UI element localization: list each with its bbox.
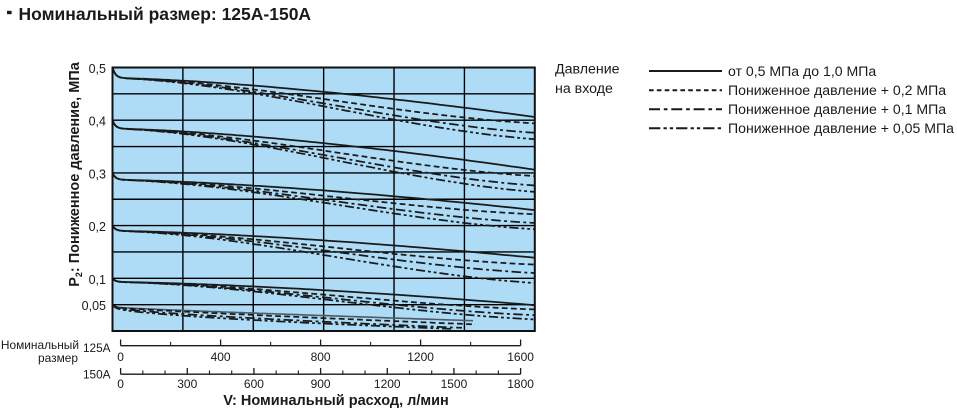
svg-text:P2: Пониженное давление, МПа: P2: Пониженное давление, МПа	[67, 61, 84, 286]
svg-text:1500: 1500	[441, 377, 468, 391]
svg-text:V: Номинальный расход, л/мин: V: Номинальный расход, л/мин	[223, 393, 449, 409]
svg-text:300: 300	[177, 377, 197, 391]
svg-text:1600: 1600	[507, 350, 534, 364]
svg-text:Пониженное давление + 0,1 МПа: Пониженное давление + 0,1 МПа	[728, 101, 946, 117]
svg-text:на входе: на входе	[555, 81, 613, 97]
svg-text:0,4: 0,4	[89, 115, 106, 129]
svg-text:0: 0	[117, 350, 124, 364]
svg-text:Пониженное давление + 0,2 МПа: Пониженное давление + 0,2 МПа	[728, 82, 946, 98]
svg-text:0,2: 0,2	[89, 220, 106, 234]
svg-text:150А: 150А	[83, 368, 111, 382]
svg-text:0: 0	[117, 377, 124, 391]
svg-text:Номинальный размер: 125А-150А: Номинальный размер: 125А-150А	[19, 4, 312, 24]
svg-text:125А: 125А	[83, 341, 111, 355]
svg-text:400: 400	[211, 350, 231, 364]
svg-text:0,1: 0,1	[89, 273, 106, 287]
svg-text:1200: 1200	[407, 350, 434, 364]
svg-text:0,3: 0,3	[89, 167, 106, 181]
svg-text:0,05: 0,05	[82, 299, 106, 313]
svg-text:от 0,5 МПа до 1,0 МПа: от 0,5 МПа до 1,0 МПа	[728, 63, 876, 79]
svg-text:1800: 1800	[507, 377, 534, 391]
svg-text:Давление: Давление	[555, 62, 620, 78]
svg-text:0,5: 0,5	[89, 62, 106, 76]
svg-text:600: 600	[244, 377, 264, 391]
svg-text:1200: 1200	[374, 377, 401, 391]
svg-text:Номинальный: Номинальный	[1, 338, 79, 352]
svg-text:размер: размер	[38, 351, 78, 365]
svg-text:Пониженное давление + 0,05 МПа: Пониженное давление + 0,05 МПа	[728, 120, 954, 136]
svg-text:900: 900	[311, 377, 331, 391]
svg-text:800: 800	[311, 350, 331, 364]
